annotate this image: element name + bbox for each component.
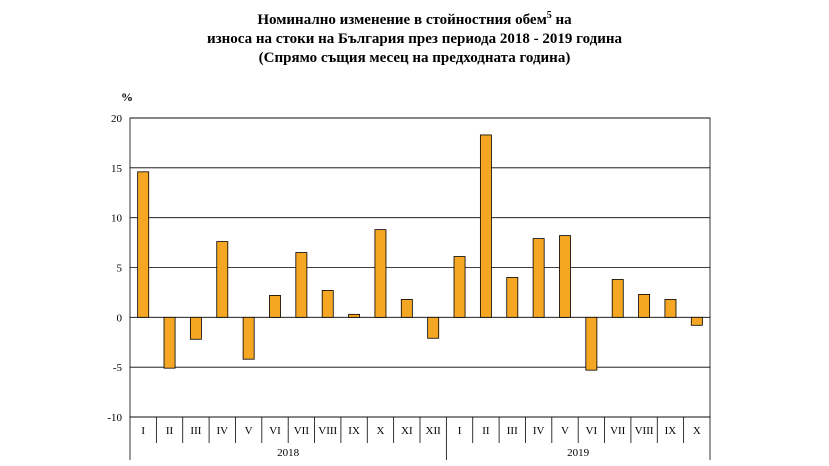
x-tick-label: VI [269,425,281,437]
title-superscript: 5 [546,10,552,21]
x-tick-label: V [245,425,253,437]
y-axis-label: % [121,90,133,104]
bar [585,316,598,371]
x-tick-label: VII [294,425,310,437]
y-tick-label: 5 [117,263,123,275]
bar [638,294,651,318]
bar [559,235,571,318]
x-tick-label: II [482,425,490,437]
bar [453,256,466,318]
x-tick-label: VIII [635,425,654,437]
chart-title: Номинално изменение в стойностния обем5 … [0,6,829,68]
x-tick-label: VIII [318,425,337,437]
x-tick-label: XI [401,425,413,437]
title-line-3: (Спрямо същия месец на предходната годин… [258,50,571,66]
x-tick-label: X [693,425,701,437]
bar [690,316,703,326]
group-label: 2018 [277,447,300,459]
bar [242,316,255,360]
x-tick-label: IV [533,425,545,437]
x-tick-label: I [458,425,462,437]
bar [664,298,677,318]
bar [348,313,361,318]
group-label: 2019 [567,447,590,459]
bar [269,295,281,318]
x-tick-label: IV [216,425,228,437]
y-tick-label: -5 [113,362,123,374]
y-tick-label: -10 [107,412,122,424]
bar [295,252,308,318]
title-line-1: Номинално изменение в стойностния обем5 … [257,10,572,28]
x-tick-label: XII [426,425,442,437]
y-tick-label: 20 [111,113,123,125]
bar [479,134,492,318]
bar [400,298,413,318]
bar [321,290,334,318]
bar [216,241,229,318]
bar [506,277,519,318]
bar [611,279,624,318]
x-tick-label: III [507,425,518,437]
x-tick-label: VI [586,425,598,437]
bar [374,229,387,318]
title-line-2: износа на стоки на България през периода… [206,31,623,47]
bar [137,171,150,318]
y-tick-label: 0 [117,312,123,324]
x-tick-label: IX [665,425,677,437]
x-tick-label: II [166,425,174,437]
bar [189,316,202,340]
x-tick-label: X [376,425,384,437]
bar [427,316,440,339]
y-tick-label: 10 [111,213,123,225]
x-tick-label: III [190,425,201,437]
x-tick-label: IX [348,425,360,437]
x-tick-label: I [141,425,145,437]
x-tick-label: V [561,425,569,437]
bar [532,238,545,318]
y-tick-label: 15 [111,163,123,175]
bar [163,316,176,369]
x-tick-label: VII [610,425,626,437]
